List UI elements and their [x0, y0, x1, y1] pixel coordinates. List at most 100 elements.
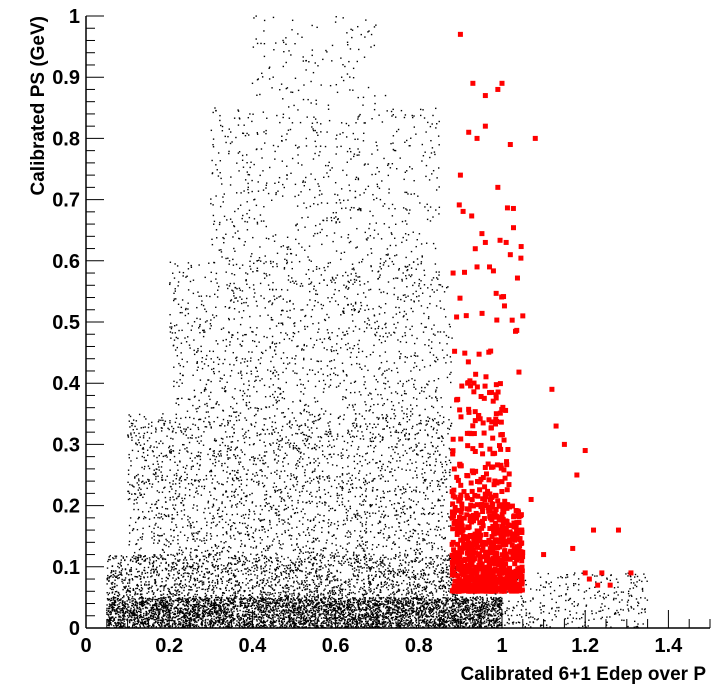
black-point [471, 608, 473, 611]
black-point [368, 603, 370, 605]
black-point [110, 611, 112, 614]
black-point [285, 622, 288, 625]
black-point [257, 624, 260, 626]
black-point [284, 624, 287, 626]
black-point [259, 597, 261, 600]
black-point [275, 610, 278, 612]
black-point [149, 604, 151, 606]
black-point [207, 613, 209, 615]
black-point [260, 624, 263, 627]
black-point [325, 616, 328, 619]
black-point [147, 620, 149, 622]
black-point [296, 611, 298, 614]
black-point [236, 620, 238, 622]
black-point [396, 599, 399, 601]
black-point [447, 580, 450, 582]
black-point [387, 577, 390, 579]
black-point [390, 612, 392, 614]
black-point [381, 618, 384, 621]
black-point [169, 596, 171, 598]
black-point [421, 558, 424, 560]
black-point [191, 597, 194, 600]
black-point [387, 616, 390, 618]
black-point [395, 621, 397, 623]
black-point [497, 603, 500, 605]
black-point [170, 598, 172, 601]
black-point [273, 612, 275, 614]
black-point [440, 623, 442, 625]
black-point [367, 601, 369, 604]
black-point [484, 622, 486, 624]
black-point [283, 578, 285, 580]
black-point [122, 615, 124, 618]
black-point [208, 607, 210, 610]
black-point [426, 606, 429, 608]
black-point [299, 613, 301, 616]
black-point [377, 626, 379, 628]
black-point [108, 620, 110, 622]
black-point [201, 611, 204, 613]
black-point [472, 619, 474, 622]
black-point [346, 620, 349, 622]
black-point [246, 618, 249, 620]
black-point [474, 597, 477, 600]
black-point [457, 611, 459, 613]
black-point [453, 618, 455, 620]
black-point [363, 602, 366, 604]
black-point [389, 607, 391, 610]
black-point [162, 609, 164, 611]
black-point [438, 611, 440, 614]
black-point [390, 614, 392, 617]
black-point [108, 616, 110, 618]
black-point [373, 617, 376, 619]
black-point [121, 608, 124, 610]
black-point [169, 617, 172, 619]
black-point [340, 588, 342, 591]
black-point [215, 619, 217, 622]
black-point [325, 621, 327, 624]
black-point [321, 606, 323, 608]
black-point [261, 622, 264, 624]
black-point [367, 601, 370, 603]
black-point [138, 614, 141, 617]
black-point [277, 599, 279, 601]
black-point [280, 617, 282, 619]
black-point [304, 599, 306, 602]
black-point [262, 606, 264, 608]
black-point [226, 597, 228, 600]
black-point [349, 612, 352, 615]
black-point [296, 613, 298, 616]
black-point [469, 612, 471, 614]
black-point [244, 602, 247, 604]
black-point [115, 623, 117, 625]
black-point [427, 604, 430, 606]
black-point [347, 614, 349, 617]
black-point [297, 610, 300, 612]
black-point [145, 610, 147, 613]
black-point [186, 615, 188, 618]
black-point [244, 614, 247, 616]
black-point [166, 606, 169, 609]
black-point [327, 599, 329, 602]
black-point [343, 613, 346, 616]
black-point [351, 611, 354, 614]
black-point [323, 609, 325, 612]
black-point [223, 612, 225, 615]
black-point [419, 608, 422, 610]
black-point [309, 600, 311, 603]
black-point [308, 599, 310, 601]
black-point [294, 609, 297, 611]
black-point [283, 620, 286, 623]
black-point [193, 624, 195, 626]
black-point [158, 619, 160, 621]
black-point [135, 614, 137, 617]
black-point [225, 625, 227, 628]
black-point [236, 613, 238, 615]
black-point [269, 617, 272, 619]
black-point [494, 621, 496, 624]
black-point [442, 610, 445, 613]
black-point [185, 612, 187, 614]
black-point [422, 601, 424, 603]
black-point [447, 614, 449, 617]
black-point [443, 623, 445, 625]
